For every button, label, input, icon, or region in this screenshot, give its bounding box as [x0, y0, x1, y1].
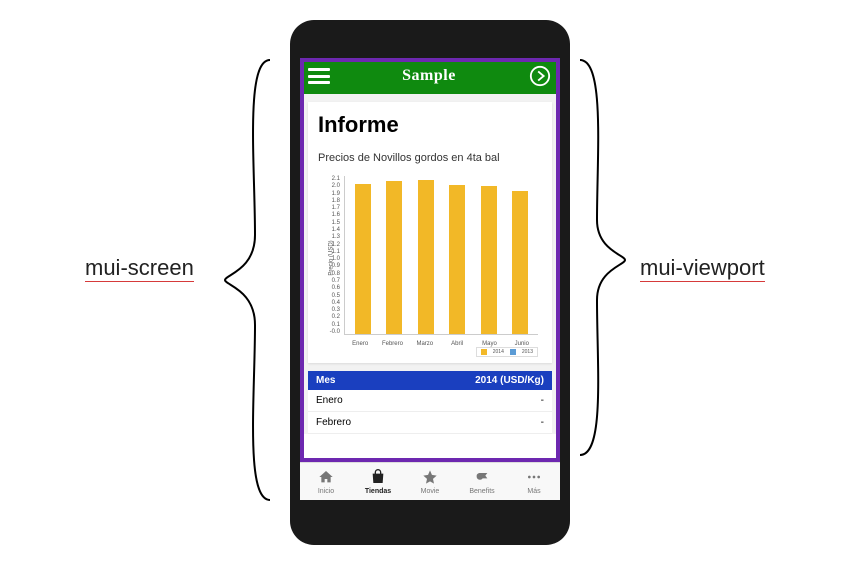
legend-swatch	[481, 349, 487, 355]
tab-label: Movie	[421, 488, 440, 495]
table-header: Mes 2014 (USD/Kg)	[308, 371, 552, 390]
brace-left	[215, 55, 285, 505]
chart-ytick: 2.0	[326, 183, 340, 189]
report-title: Informe	[318, 112, 542, 138]
report-card: Informe Precios de Novillos gordos en 4t…	[308, 102, 552, 363]
tab-label: Tiendas	[365, 488, 391, 495]
table-row: Enero -	[308, 390, 552, 412]
table-body: Enero - Febrero -	[308, 390, 552, 434]
table-cell: -	[541, 417, 544, 428]
chart-plot-area	[344, 176, 538, 335]
table-col-header: 2014 (USD/Kg)	[475, 375, 544, 386]
chart-bar	[386, 181, 402, 334]
chart-ytick: 1.0	[326, 256, 340, 262]
chart-ytick: 1.4	[326, 227, 340, 233]
chart-ytick: 1.9	[326, 191, 340, 197]
table-cell: Enero	[316, 395, 343, 406]
chart-ytick: 1.8	[326, 198, 340, 204]
table-cell: -	[541, 395, 544, 406]
tab-tiendas[interactable]: Tiendas	[352, 463, 404, 500]
chart-ytick: 0.5	[326, 293, 340, 299]
chart-ytick: -0.0	[326, 329, 340, 335]
chart-yticks: 2.12.0 1.91.81.71.6 1.51.41.3 1.21.11.00.9 0…	[326, 176, 340, 335]
appbar-title: Sample	[402, 67, 456, 85]
chart-ytick: 1.7	[326, 205, 340, 211]
chart-ytick: 0.8	[326, 271, 340, 277]
home-icon	[317, 469, 335, 487]
legend-label: 2013	[522, 349, 533, 355]
price-chart: Precio (USD) 2.12.01.91.81.71.61.51.41.3…	[318, 172, 542, 357]
tab-label: Inicio	[318, 488, 334, 495]
chart-ytick: 1.2	[326, 242, 340, 248]
dots-icon	[525, 469, 543, 487]
chart-ytick: 1.1	[326, 249, 340, 255]
chart-bar	[418, 180, 434, 334]
tab-benefits[interactable]: Benefits	[456, 463, 508, 500]
chart-ytick: 0.9	[326, 263, 340, 269]
table-row: Febrero -	[308, 412, 552, 434]
chart-ytick: 2.1	[326, 176, 340, 182]
chart-ytick: 0.4	[326, 300, 340, 306]
chart-legend: 2014 2013	[476, 347, 538, 357]
tab-bar: Inicio Tiendas Movie Benefits Más	[300, 462, 560, 500]
tab-movie[interactable]: Movie	[404, 463, 456, 500]
chart-xtick: Febrero	[380, 341, 404, 347]
tab-label: Más	[527, 488, 540, 495]
chart-bar	[481, 186, 497, 334]
chart-ytick: 0.1	[326, 322, 340, 328]
app-bar: Sample	[300, 58, 560, 94]
tab-más[interactable]: Más	[508, 463, 560, 500]
table-cell: Febrero	[316, 417, 351, 428]
phone-frame: Sample Informe Precios de Novillos gordo…	[290, 20, 570, 545]
legend-swatch	[510, 349, 516, 355]
chart-xtick: Enero	[348, 341, 372, 347]
chart-ytick: 1.5	[326, 220, 340, 226]
chart-ytick: 0.6	[326, 285, 340, 291]
brace-right	[575, 55, 635, 465]
chart-bar	[512, 191, 528, 334]
forward-icon[interactable]	[528, 64, 552, 88]
legend-label: 2014	[493, 349, 504, 355]
chart-ytick: 1.6	[326, 212, 340, 218]
annotation-right-label: mui-viewport	[640, 255, 765, 282]
chart-ytick: 0.7	[326, 278, 340, 284]
annotation-left-label: mui-screen	[85, 255, 194, 282]
whistle-icon	[473, 469, 491, 487]
bag-icon	[369, 469, 387, 487]
tab-label: Benefits	[469, 488, 494, 495]
menu-icon[interactable]	[308, 68, 330, 84]
chart-xtick: Abril	[445, 341, 469, 347]
mui-screen: Sample Informe Precios de Novillos gordo…	[300, 58, 560, 500]
chart-xtick: Marzo	[413, 341, 437, 347]
report-subtitle: Precios de Novillos gordos en 4ta bal	[318, 152, 542, 164]
star-icon	[421, 469, 439, 487]
chart-ytick: 0.2	[326, 314, 340, 320]
chart-bar	[449, 185, 465, 334]
price-table: Mes 2014 (USD/Kg) Enero - Febrero -	[308, 371, 552, 434]
chart-ytick: 0.3	[326, 307, 340, 313]
chart-bar	[355, 184, 371, 334]
chart-ytick: 1.3	[326, 234, 340, 240]
table-col-header: Mes	[316, 375, 335, 386]
tab-inicio[interactable]: Inicio	[300, 463, 352, 500]
content-area: Informe Precios de Novillos gordos en 4t…	[300, 94, 560, 434]
